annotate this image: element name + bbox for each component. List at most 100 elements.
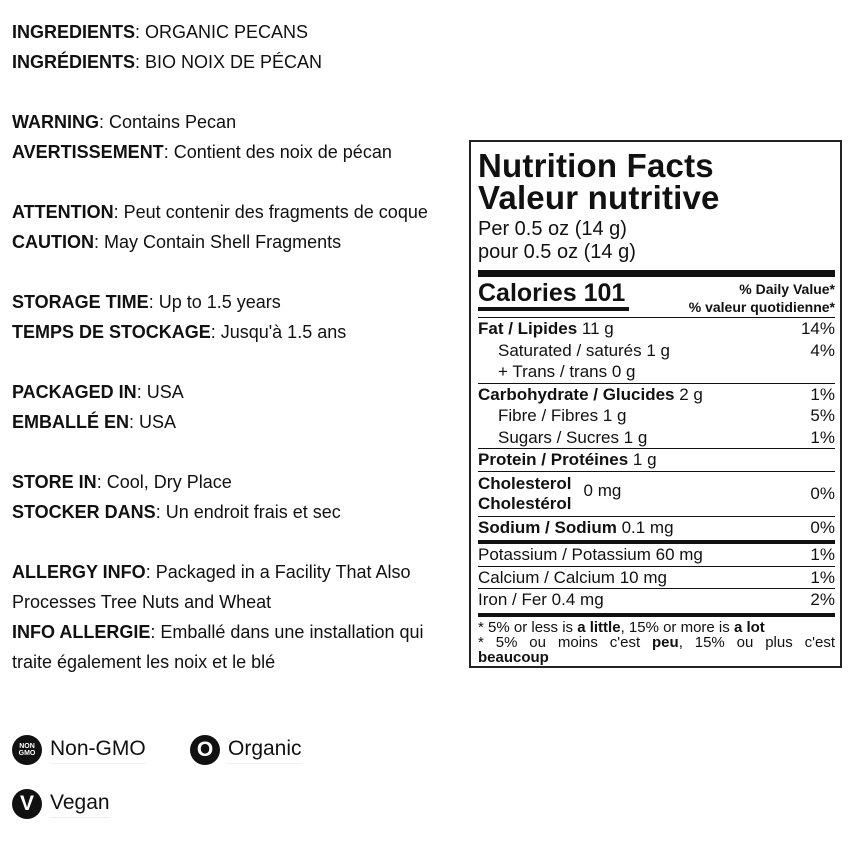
footnote-fr: * 5% ou moins c'est peu, 15% ou plus c'e… <box>478 633 835 666</box>
divider <box>478 448 835 449</box>
serving-fr: pour 0.5 oz (14 g) <box>478 241 636 263</box>
info-entry: ATTENTION: Peut contenir des fragments d… <box>12 197 464 227</box>
info-label: TEMPS DE STOCKAGE <box>12 322 211 342</box>
nutrient-name: + Trans / trans 0 g <box>498 362 636 381</box>
divider <box>478 612 835 617</box>
info-label: STOCKER DANS <box>12 502 156 522</box>
nutrient-dv: 1% <box>810 545 835 564</box>
saturated-row: Saturated / saturés 1 g 4% <box>478 340 835 362</box>
info-text: : Cool, Dry Place <box>96 472 232 492</box>
info-entry: STORE IN: Cool, Dry Place <box>12 467 464 497</box>
dv-en: % Daily Value* <box>739 281 835 297</box>
nutrient-dv: 2% <box>810 590 835 609</box>
badge-label: Organic <box>228 737 302 764</box>
sodium-row: Sodium / Sodium 0.1 mg 0% <box>478 517 835 539</box>
info-text: : USA <box>136 382 184 402</box>
info-entry: PACKAGED IN: USA <box>12 377 464 407</box>
daily-value-header: % Daily Value* % valeur quotidienne* <box>689 280 835 317</box>
cholesterol-row: Cholesterol Cholestérol 0 mg 0% <box>478 472 835 516</box>
nutrient-name: Cholestérol <box>478 493 572 513</box>
nutrient-dv: 1% <box>810 427 835 447</box>
info-entry: STOCKER DANS: Un endroit frais et sec <box>12 497 464 527</box>
spacer <box>12 437 464 467</box>
badge-label: Non-GMO <box>50 737 146 764</box>
info-text: : Emballé dans une installation qui trai… <box>12 622 424 672</box>
info-label: PACKAGED IN <box>12 382 137 402</box>
calcium-row: Calcium / Calcium 10 mg 1% <box>478 567 835 589</box>
nutrient-name: Fat / Lipides <box>478 319 578 338</box>
carb-row: Carbohydrate / Glucides 2 g 1% <box>478 384 835 406</box>
nutrient-name: Protein / Protéines <box>478 450 629 469</box>
trans-row: + Trans / trans 0 g <box>478 361 835 383</box>
nutrient-amount: 11 g <box>577 319 614 338</box>
spacer <box>12 527 464 557</box>
info-label: INGRÉDIENTS <box>12 52 136 72</box>
info-entry: TEMPS DE STOCKAGE: Jusqu'à 1.5 ans <box>12 317 464 347</box>
badge-non-gmo: NON GMO Non-GMO <box>12 735 146 765</box>
spacer <box>12 347 464 377</box>
nutrient-dv: 14% <box>800 319 835 338</box>
iron-row: Iron / Fer 0.4 mg 2% <box>478 589 835 611</box>
divider <box>478 270 835 277</box>
info-text: : Contains Pecan <box>99 112 237 132</box>
nutrient-name: Fibre / Fibres 1 g <box>498 406 627 425</box>
info-entry: CAUTION: May Contain Shell Fragments <box>12 227 464 257</box>
nutrient-name: Sugars / Sucres 1 g <box>498 427 648 447</box>
divider <box>478 382 835 384</box>
spacer <box>12 77 464 107</box>
nutrient-name: Iron / Fer 0.4 mg <box>478 590 604 609</box>
info-entry: INGRÉDIENTS: BIO NOIX DE PÉCAN <box>12 47 464 77</box>
nutrient-dv: 5% <box>810 406 835 425</box>
nutrient-amount: 1 g <box>628 450 657 469</box>
info-text: : Up to 1.5 years <box>148 292 281 312</box>
nutrient-name: Sodium / Sodium <box>478 517 617 537</box>
info-text: : BIO NOIX DE PÉCAN <box>135 52 323 72</box>
nutrient-dv: 1% <box>810 567 835 587</box>
nutrient-dv: 0% <box>810 483 835 503</box>
info-label: CAUTION <box>12 232 94 252</box>
info-entry: INGREDIENTS: ORGANIC PECANS <box>12 17 464 47</box>
info-label: INGREDIENTS <box>12 22 136 42</box>
badge-vegan: V Vegan <box>12 789 110 819</box>
info-entry: INFO ALLERGIE: Emballé dans une installa… <box>12 617 464 677</box>
nutrient-name: Calcium / Calcium 10 mg <box>478 567 667 587</box>
nutrient-name: Potassium / Potassium 60 mg <box>478 545 703 564</box>
serving-en: Per 0.5 oz (14 g) <box>478 218 627 240</box>
fat-row: Fat / Lipides 11 g 14% <box>478 318 835 340</box>
info-text: : ORGANIC PECANS <box>135 22 309 42</box>
spacer <box>12 257 464 287</box>
info-entry: STORAGE TIME: Up to 1.5 years <box>12 287 464 317</box>
organic-icon: O <box>190 735 220 765</box>
info-entry: AVERTISSEMENT: Contient des noix de péca… <box>12 137 464 167</box>
footnote: * 5% or less is a little, 15% or more is… <box>478 620 835 665</box>
info-label: WARNING <box>12 112 99 132</box>
vegan-icon: V <box>12 789 42 819</box>
divider <box>478 540 835 544</box>
info-text: : Packaged in a Facility That Also Proce… <box>12 562 411 612</box>
nutrient-amount: 2 g <box>674 384 703 404</box>
nutrition-facts-panel: Nutrition Facts Valeur nutritive Per 0.5… <box>469 140 842 668</box>
title-en: Nutrition Facts <box>478 147 714 184</box>
info-label: EMBALLÉ EN <box>12 412 129 432</box>
spacer <box>12 167 464 197</box>
nutrient-name: Saturated / saturés 1 g <box>498 340 670 360</box>
info-text: : Jusqu'à 1.5 ans <box>210 322 347 342</box>
info-text: : Peut contenir des fragments de coque <box>113 202 428 222</box>
info-label: AVERTISSEMENT <box>12 142 164 162</box>
info-label: ATTENTION <box>12 202 114 222</box>
info-label: ALLERGY INFO <box>12 562 146 582</box>
sugars-row: Sugars / Sucres 1 g 1% <box>478 427 835 449</box>
footnote-en: * 5% or less is a little, 15% or more is… <box>478 618 765 636</box>
divider <box>478 588 835 589</box>
badge-label: Vegan <box>50 791 110 818</box>
potassium-row: Potassium / Potassium 60 mg 1% <box>478 544 835 566</box>
divider <box>478 317 835 318</box>
info-label: INFO ALLERGIE <box>12 622 151 642</box>
info-entry: WARNING: Contains Pecan <box>12 107 464 137</box>
divider <box>478 515 835 517</box>
nutrient-amount: 0 mg <box>583 480 622 500</box>
calories-row: Calories 101 % Daily Value* % valeur quo… <box>478 277 835 317</box>
dv-fr: % valeur quotidienne* <box>688 299 835 315</box>
nutrient-dv: 4% <box>810 340 835 360</box>
nutrient-amount: 0.1 mg <box>616 517 674 537</box>
